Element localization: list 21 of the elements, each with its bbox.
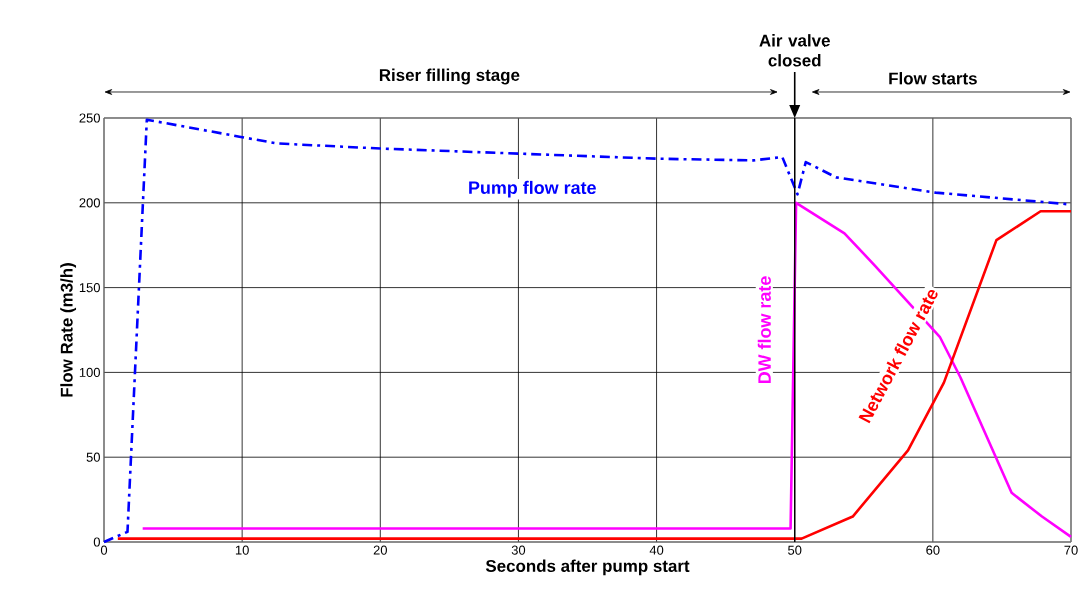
x-tick-label: 50 (788, 545, 802, 555)
x-tick-label: 30 (511, 545, 526, 555)
ref-line-label: Air valve closed (759, 34, 830, 67)
y-axis-title: Flow Rate (m3/h) (60, 263, 77, 397)
y-tick-label: 250 (79, 113, 100, 123)
y-tick-label: 150 (79, 283, 100, 293)
x-tick-label: 10 (235, 545, 249, 555)
series-label: Pump flow rate (469, 180, 596, 198)
text: Riser filling stage (379, 68, 520, 85)
x-tick-label: 40 (649, 545, 664, 555)
text: Flow starts (889, 72, 977, 85)
x-tick-label: 60 (926, 545, 940, 555)
y-tick-label: 200 (79, 198, 100, 208)
x-tick-label: 20 (373, 545, 387, 555)
y-tick-label: 50 (86, 452, 100, 462)
y-tick-label: 100 (79, 367, 100, 377)
x-tick-label: 70 (1064, 545, 1078, 555)
y-tick-label: 0 (93, 537, 100, 547)
x-axis-title: Seconds after pump start (485, 559, 690, 576)
text: DW flow rate (757, 276, 771, 384)
x-tick-label: 0 (100, 545, 108, 555)
